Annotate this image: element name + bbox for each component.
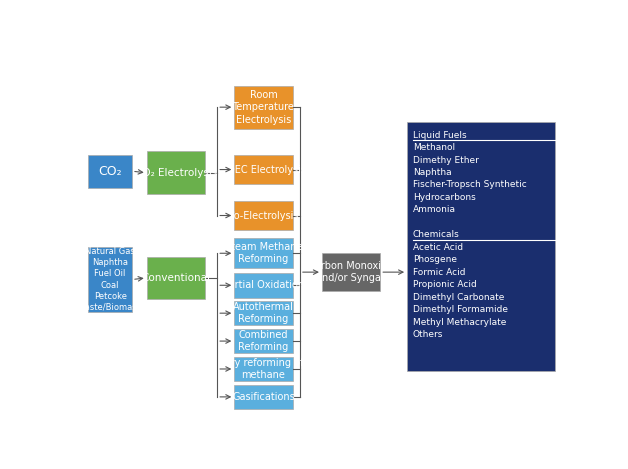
Text: Steam Methane
Reforming: Steam Methane Reforming (225, 242, 302, 265)
Text: Methyl Methacrylate: Methyl Methacrylate (413, 318, 506, 327)
FancyBboxPatch shape (234, 239, 293, 268)
Text: Conventional: Conventional (141, 273, 210, 283)
Text: Dimethy Ether: Dimethy Ether (413, 156, 479, 165)
FancyBboxPatch shape (322, 253, 381, 291)
FancyBboxPatch shape (234, 201, 293, 230)
Text: Natural Gas
Naphtha
Fuel Oil
Coal
Petcoke
Waste/Biomass: Natural Gas Naphtha Fuel Oil Coal Petcok… (78, 247, 142, 312)
Text: Carbon Monoxide
and/or Syngas: Carbon Monoxide and/or Syngas (308, 261, 394, 283)
FancyBboxPatch shape (234, 155, 293, 184)
FancyBboxPatch shape (234, 86, 293, 129)
Text: Fischer-Tropsch Synthetic: Fischer-Tropsch Synthetic (413, 181, 527, 189)
Text: CO₂ Electrolysis: CO₂ Electrolysis (134, 168, 217, 178)
FancyBboxPatch shape (234, 273, 293, 298)
Text: Liquid Fuels: Liquid Fuels (413, 130, 467, 140)
FancyBboxPatch shape (407, 122, 556, 371)
Text: Acetic Acid: Acetic Acid (413, 243, 463, 252)
Text: Formic Acid: Formic Acid (413, 268, 465, 277)
Text: SOEC Electrolysis: SOEC Electrolysis (221, 165, 306, 174)
Text: CO₂: CO₂ (99, 165, 122, 178)
Text: Dry reforming of
methane: Dry reforming of methane (224, 358, 303, 380)
Text: Autothermal
Reforming: Autothermal Reforming (233, 302, 294, 325)
Text: Hydrocarbons: Hydrocarbons (413, 193, 475, 202)
Text: Propionic Acid: Propionic Acid (413, 280, 477, 289)
FancyBboxPatch shape (147, 257, 205, 299)
FancyBboxPatch shape (88, 247, 132, 312)
Text: Combined
Reforming: Combined Reforming (238, 330, 289, 352)
Text: Methanol: Methanol (413, 143, 455, 152)
Text: Dimethyl Carbonate: Dimethyl Carbonate (413, 293, 504, 302)
FancyBboxPatch shape (88, 155, 132, 188)
Text: Partial Oxidation: Partial Oxidation (223, 280, 304, 290)
FancyBboxPatch shape (234, 301, 293, 325)
Text: Chemicals: Chemicals (413, 230, 460, 239)
Text: Gasifications: Gasifications (232, 392, 295, 402)
FancyBboxPatch shape (234, 357, 293, 381)
Text: Phosgene: Phosgene (413, 255, 457, 265)
FancyBboxPatch shape (234, 329, 293, 354)
FancyBboxPatch shape (147, 151, 205, 194)
Text: Room
Temperature
Electrolysis: Room Temperature Electrolysis (232, 90, 295, 125)
Text: Naphtha: Naphtha (413, 168, 452, 177)
Text: Ammonia: Ammonia (413, 205, 456, 214)
Text: Co-Electrolysis: Co-Electrolysis (228, 211, 299, 220)
Text: Others: Others (413, 330, 443, 339)
Text: Dimethyl Formamide: Dimethyl Formamide (413, 305, 508, 314)
FancyBboxPatch shape (234, 385, 293, 409)
